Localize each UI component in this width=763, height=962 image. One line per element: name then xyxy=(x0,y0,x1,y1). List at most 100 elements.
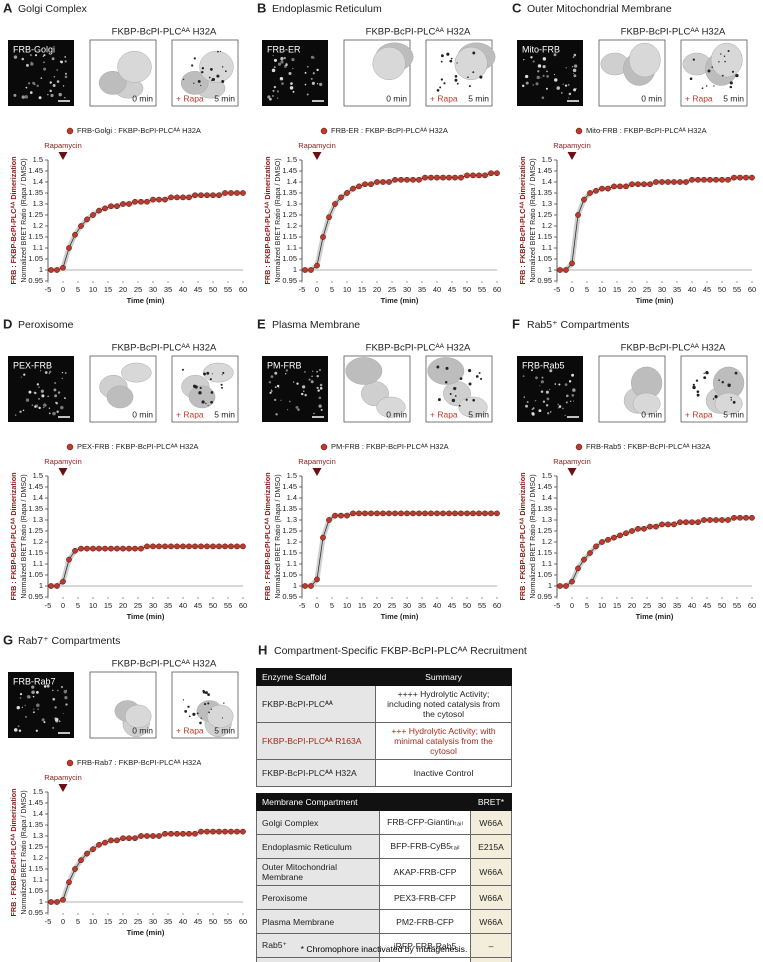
data-point xyxy=(150,543,156,550)
micrograph-spot xyxy=(306,65,309,68)
data-point xyxy=(84,216,90,223)
cell-shape xyxy=(121,362,152,383)
header-row: Membrane Compartment BRET* xyxy=(256,793,512,811)
table-cell: – xyxy=(470,933,512,958)
construct-label: FKBP-BcPI-PLCᴬᴬ H32A xyxy=(621,343,726,354)
x-tick-label: 45 xyxy=(703,285,711,294)
image-label: 0 min xyxy=(132,725,153,735)
data-point xyxy=(482,510,488,517)
micrograph-spot xyxy=(530,56,533,59)
micrograph-spot xyxy=(62,712,64,714)
micrograph-spot xyxy=(557,403,560,406)
legend-marker xyxy=(66,759,74,767)
recruited-spot xyxy=(221,66,224,68)
table-cell: FKBP-BcPI-PLCᴬᴬ H32A xyxy=(256,759,376,787)
data-point xyxy=(671,521,677,528)
micrograph-spot xyxy=(558,405,562,408)
legend-marker xyxy=(320,127,328,135)
data-point xyxy=(228,190,234,196)
panel-letter: E xyxy=(257,316,266,331)
micrograph-spot xyxy=(19,697,22,699)
recruited-spot xyxy=(465,398,468,401)
x-tick-label: -5 xyxy=(554,601,561,610)
data-point xyxy=(380,179,386,185)
image-label: 5 min xyxy=(723,409,744,419)
data-point xyxy=(557,583,563,589)
y-tick-label: 0.95 xyxy=(282,592,297,601)
data-point xyxy=(695,519,701,526)
micrograph-spot xyxy=(285,369,289,372)
y-tick-label: 1 xyxy=(548,581,552,590)
recruited-spot xyxy=(711,66,714,68)
panel-letter: A xyxy=(3,0,13,15)
micrograph-spot xyxy=(565,394,569,398)
micrograph-spot xyxy=(572,56,575,58)
data-point xyxy=(120,545,126,552)
table: Membrane Compartment BRET* Golgi Complex FR… xyxy=(256,793,512,962)
y-tick-label: 0.95 xyxy=(28,276,43,285)
micrograph-spot xyxy=(272,54,274,56)
recruited-spot xyxy=(181,368,184,371)
micrograph-spot xyxy=(542,57,547,61)
data-point xyxy=(392,510,398,517)
y-tick-label: 1.15 xyxy=(28,232,43,241)
data-point xyxy=(108,203,114,210)
micrograph-spot xyxy=(48,407,51,409)
micrograph-spot xyxy=(545,87,548,90)
micrograph-spot xyxy=(318,368,322,372)
recruited-spot xyxy=(468,382,472,386)
micrograph-spot xyxy=(37,708,39,710)
x-tick-label: 10 xyxy=(598,601,606,610)
table-cell: W66A xyxy=(470,810,512,835)
x-tick-label: 35 xyxy=(673,285,681,294)
data-point xyxy=(48,583,54,589)
micrograph-spot xyxy=(51,57,55,61)
y-tick-label: 1.4 xyxy=(542,493,552,502)
recruited-spot xyxy=(187,705,190,708)
micrograph-spot xyxy=(531,412,535,416)
table-cell: iRFP-FRB-Rab7 xyxy=(379,957,471,962)
data-point xyxy=(368,510,374,517)
micrograph-spot xyxy=(48,412,51,415)
table-cell: AKAP-FRB-CFP xyxy=(379,858,471,886)
micrograph-spot xyxy=(571,394,575,397)
micrograph-spot xyxy=(32,81,35,85)
data-point xyxy=(72,547,78,554)
recruited-spot xyxy=(201,400,205,404)
x-tick-label: 55 xyxy=(733,601,741,610)
data-point xyxy=(48,899,54,905)
annotation-arrow xyxy=(567,152,577,160)
recruited-spot xyxy=(439,86,442,89)
panel: C Outer Mitochondrial Membrane FKBP-BcPI-P… xyxy=(512,0,756,305)
micrograph-spot xyxy=(311,375,313,377)
y-tick-label: 1.5 xyxy=(287,471,297,480)
micrograph-spot xyxy=(571,373,575,377)
x-tick-label: 40 xyxy=(179,917,187,926)
y-tick-label: 0.95 xyxy=(28,592,43,601)
recruited-spot xyxy=(211,77,216,82)
data-point xyxy=(156,833,162,839)
construct-label: FKBP-BcPI-PLCᴬᴬ H32A xyxy=(112,27,217,38)
image-label: 0 min xyxy=(641,409,662,419)
micrograph-spot xyxy=(276,384,280,388)
recruited-spot xyxy=(718,61,720,63)
data-point xyxy=(102,205,108,212)
image-label: FRB-ER xyxy=(267,44,301,54)
data-point xyxy=(410,176,416,183)
micrograph-spot xyxy=(523,396,526,398)
micrograph-spot xyxy=(17,725,20,728)
table-cell: FKBP-BcPI-PLCᴬᴬ R163A xyxy=(256,722,376,760)
micrograph-spot xyxy=(13,93,17,97)
micrograph-spot xyxy=(288,400,291,403)
micrograph-spot xyxy=(58,92,62,97)
data-point xyxy=(126,545,132,552)
data-point xyxy=(713,176,719,183)
table-cell: ++++ Hydrolytic Activity; including note… xyxy=(375,685,512,723)
legend-label: FRB-Rab5 : FKBP-BcPI-PLCᴬᴬ H32A xyxy=(586,442,710,451)
recruited-spot xyxy=(437,398,441,402)
data-point xyxy=(344,512,350,519)
y-tick-label: 1.25 xyxy=(537,526,552,535)
x-tick-label: 25 xyxy=(134,917,142,926)
recruited-spot xyxy=(454,395,457,397)
x-tick-label: 40 xyxy=(179,601,187,610)
